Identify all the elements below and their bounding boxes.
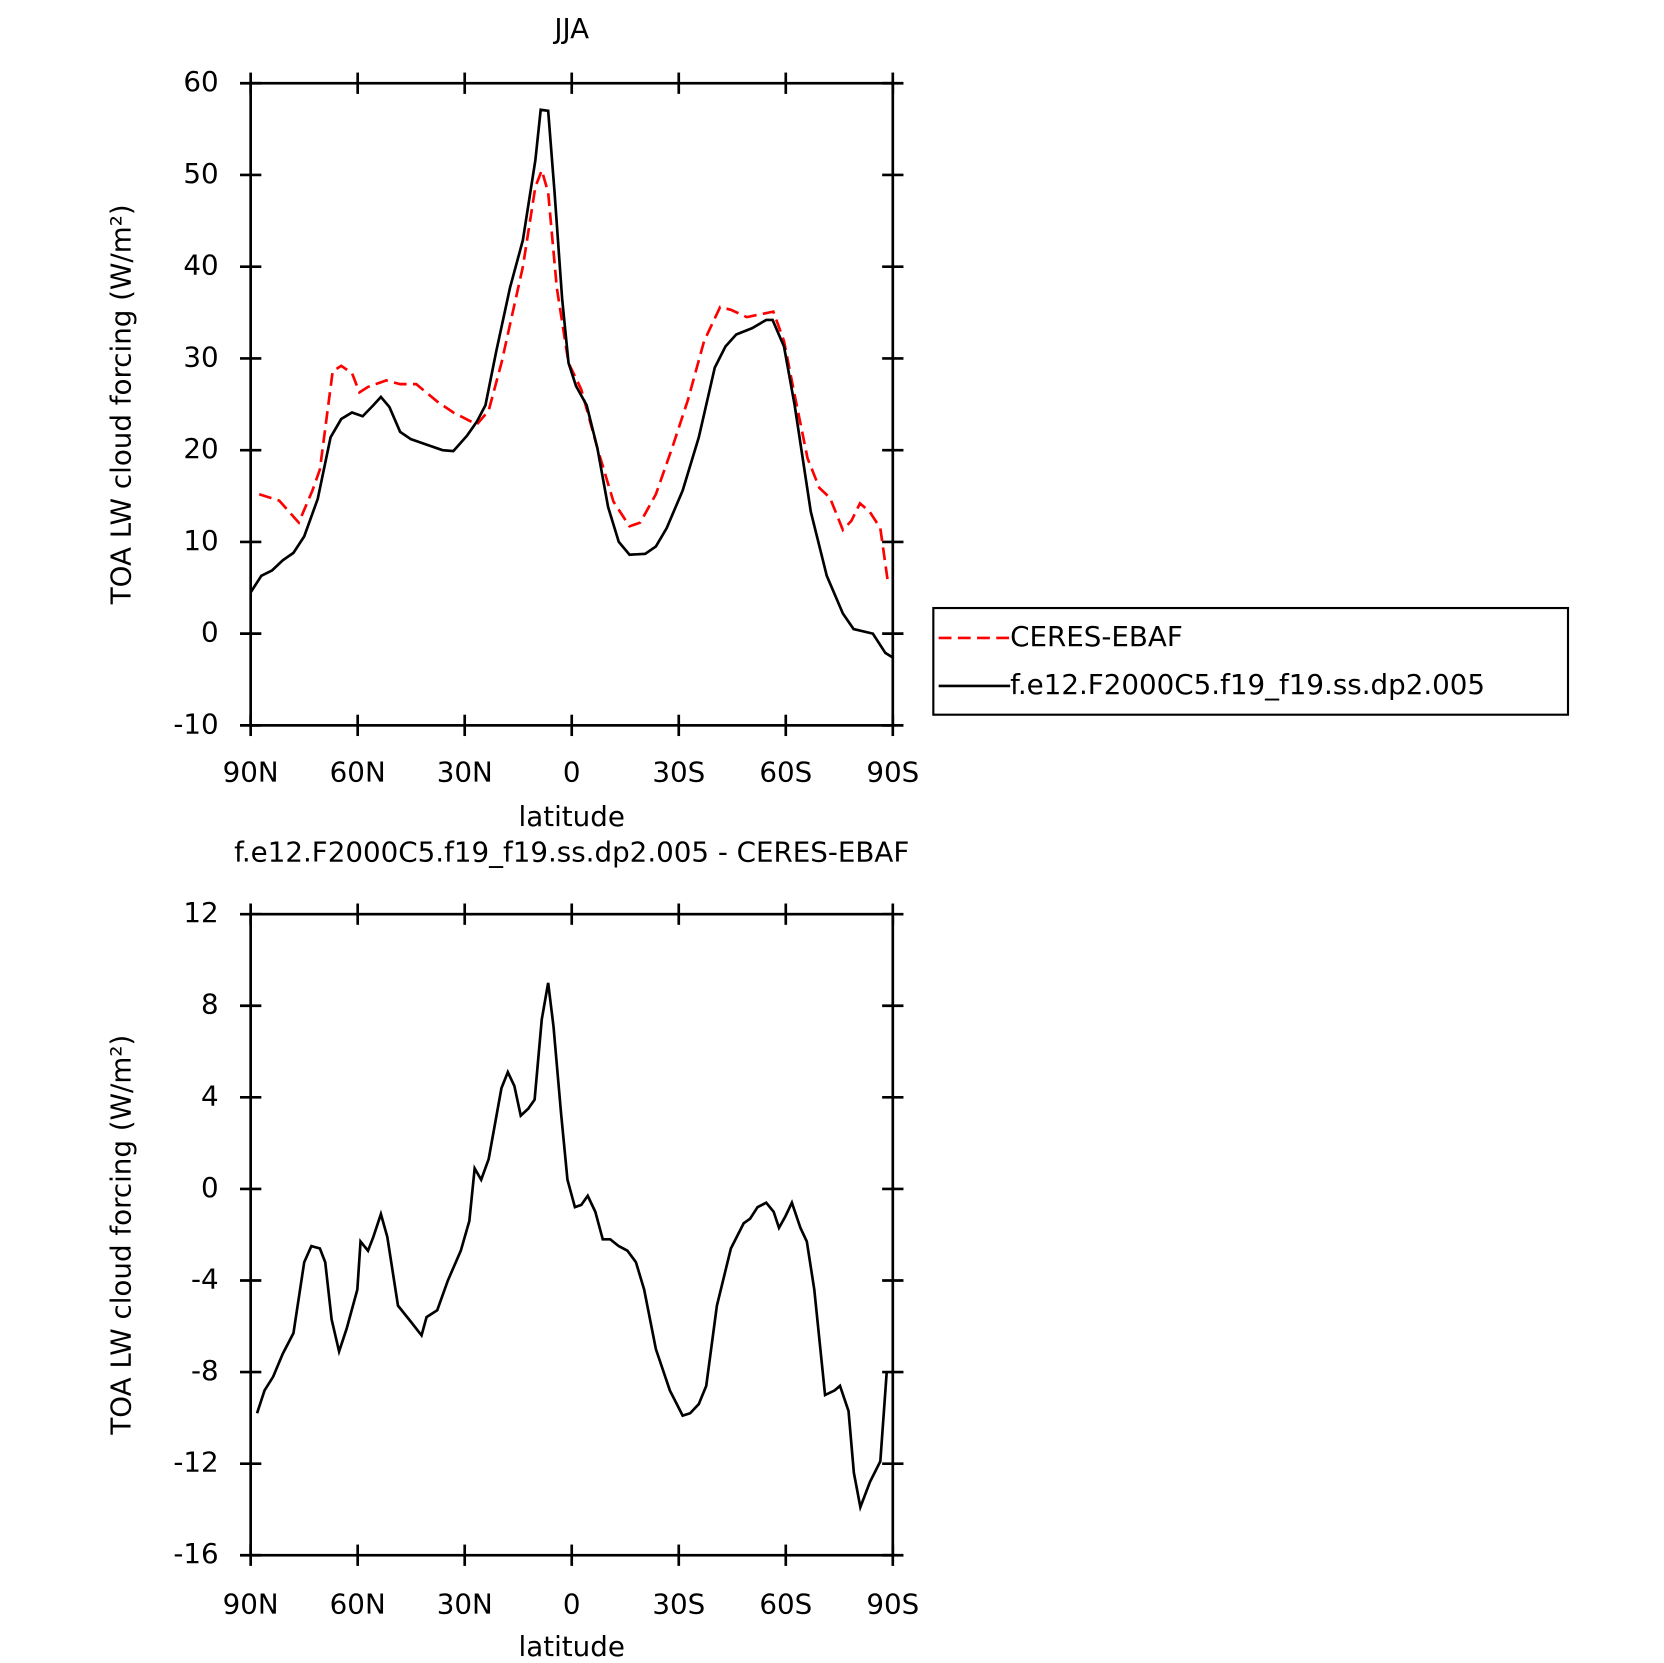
plot-frame [249, 81, 895, 727]
chart-title: f.e12.F2000C5.f19_f19.ss.dp2.005 - CERES… [234, 835, 909, 868]
y-axis-label: TOA LW cloud forcing (W/m²) [105, 204, 138, 605]
data-line [258, 166, 890, 582]
chart-title: JJA [552, 12, 589, 45]
y-tick-label: 8 [201, 988, 219, 1021]
legend-label: f.e12.F2000C5.f19_f19.ss.dp2.005 [1010, 668, 1485, 701]
x-tick-label: 90S [866, 1587, 919, 1620]
x-tick-label: 60S [759, 1587, 812, 1620]
y-tick-label: 40 [183, 249, 218, 282]
y-tick-label: 0 [201, 616, 219, 649]
x-tick-label: 0 [563, 755, 581, 788]
y-tick-label: 12 [183, 896, 218, 929]
x-tick-label: 60S [759, 755, 812, 788]
y-axis-label: TOA LW cloud forcing (W/m²) [105, 1035, 138, 1436]
y-tick-label: 20 [183, 432, 218, 465]
y-tick-label: -8 [191, 1354, 219, 1387]
plot-frame [249, 912, 895, 1557]
x-tick-label: 30S [652, 755, 705, 788]
x-tick-label: 90N [223, 755, 279, 788]
y-tick-label: 0 [201, 1171, 219, 1204]
legend-box [932, 606, 1570, 716]
y-tick-label: -12 [173, 1446, 218, 1479]
x-tick-label: 30N [437, 755, 493, 788]
x-tick-label: 60N [330, 755, 386, 788]
x-tick-label: 0 [563, 1587, 581, 1620]
y-tick-label: -10 [173, 707, 218, 740]
y-tick-label: 50 [183, 157, 218, 190]
x-tick-label: 90S [866, 755, 919, 788]
data-line [255, 982, 889, 1513]
x-axis-label: latitude [519, 800, 625, 833]
y-tick-label: 10 [183, 524, 218, 557]
x-axis-label: latitude [519, 1630, 625, 1663]
y-tick-label: 60 [183, 65, 218, 98]
y-tick-label: -16 [173, 1537, 218, 1570]
y-tick-label: 30 [183, 340, 218, 373]
y-tick-label: -4 [191, 1262, 219, 1295]
y-tick-label: 4 [201, 1079, 219, 1112]
data-line [249, 108, 894, 659]
x-tick-label: 90N [223, 1587, 279, 1620]
x-tick-label: 30S [652, 1587, 705, 1620]
legend-label: CERES-EBAF [1010, 620, 1183, 653]
x-tick-label: 60N [330, 1587, 386, 1620]
x-tick-label: 30N [437, 1587, 493, 1620]
